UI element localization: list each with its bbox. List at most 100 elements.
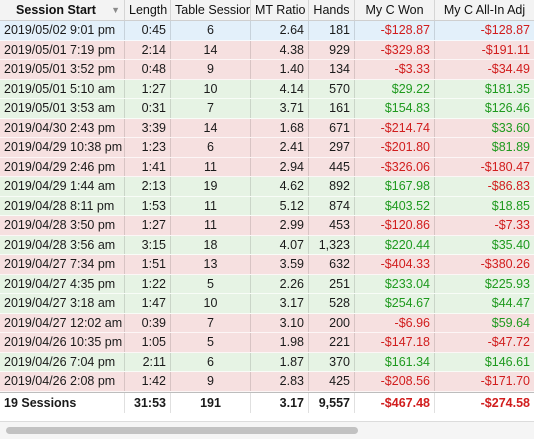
cell-mt-ratio: 2.26 [251, 274, 309, 293]
column-header-table-sessions[interactable]: Table Sessions [171, 0, 251, 20]
cell-my-c-won: $403.52 [355, 196, 435, 215]
table-row[interactable]: 2019/04/30 2:43 pm 3:39 14 1.68 671 -$214.74 $… [0, 118, 534, 138]
cell-length: 2:14 [125, 40, 171, 59]
table-row[interactable]: 2019/04/27 4:35 pm 1:22 5 2.26 251 $233.04 $22… [0, 274, 534, 294]
table-row[interactable]: 2019/04/28 3:56 am 3:15 18 4.07 1,323 $220.44… [0, 235, 534, 255]
cell-table-sessions: 19 [171, 177, 251, 196]
cell-my-c-all-in-adj: -$47.72 [487, 335, 530, 349]
cell-session-start: 2019/04/27 12:02 am [0, 313, 125, 332]
cell-length: 1:42 [125, 372, 171, 391]
cell-session-start: 2019/04/30 2:43 pm [0, 118, 125, 137]
cell-my-c-all-in-adj: $59.64 [491, 315, 530, 330]
totals-length: 31:53 [125, 392, 171, 413]
table-row[interactable]: 2019/05/01 3:53 am 0:31 7 3.71 161 $154.83 $12… [0, 99, 534, 119]
cell-table-sessions: 7 [171, 99, 251, 118]
cell-my-c-all-in-adj: -$128.87 [480, 23, 530, 37]
cell-my-c-won: $167.98 [355, 177, 435, 196]
cell-my-c-won: -$3.33 [355, 60, 435, 79]
cell-mt-ratio: 1.87 [251, 352, 309, 371]
cell-hands: 445 [309, 157, 355, 176]
cell-hands: 161 [309, 99, 355, 118]
sort-descending-icon: ▼ [111, 5, 120, 15]
totals-my-c-won: -$467.48 [355, 392, 435, 413]
cell-my-c-won: $29.22 [355, 79, 435, 98]
table-row[interactable]: 2019/05/02 9:01 pm 0:45 6 2.64 181 -$128.87 -$… [0, 21, 534, 41]
cell-session-start: 2019/04/28 3:56 am [0, 235, 125, 254]
cell-length: 1:22 [125, 274, 171, 293]
table-row[interactable]: 2019/04/27 3:18 am 1:47 10 3.17 528 $254.67 $4… [0, 294, 534, 314]
table-row[interactable]: 2019/04/29 2:46 pm 1:41 11 2.94 445 -$326.06 -… [0, 157, 534, 177]
cell-length: 0:39 [125, 313, 171, 332]
column-header-length[interactable]: Length [125, 0, 171, 20]
table-row[interactable]: 2019/04/26 10:35 pm 1:05 5 1.98 221 -$147.18 -… [0, 333, 534, 353]
cell-session-start: 2019/05/01 3:53 am [0, 99, 125, 118]
horizontal-scrollbar[interactable] [0, 421, 534, 439]
scrollbar-thumb[interactable] [6, 427, 358, 434]
table-row[interactable]: 2019/05/01 7:19 pm 2:14 14 4.38 929 -$329.83 -… [0, 40, 534, 60]
table-row[interactable]: 2019/04/29 10:38 pm 1:23 6 2.41 297 -$201.80 $… [0, 138, 534, 158]
cell-hands: 570 [309, 79, 355, 98]
column-header-my-c-won[interactable]: My C Won [355, 0, 435, 20]
column-header-session-start[interactable]: Session Start ▼ [0, 0, 125, 20]
cell-my-c-all-in-adj: $44.47 [491, 296, 530, 310]
cell-my-c-all-in-adj: $146.61 [484, 354, 530, 369]
cell-table-sessions: 11 [171, 216, 251, 235]
sessions-table: Session Start ▼ Length Table Sessions MT… [0, 0, 534, 413]
cell-mt-ratio: 2.94 [251, 157, 309, 176]
cell-table-sessions: 6 [171, 352, 251, 371]
cell-hands: 134 [309, 60, 355, 79]
totals-table-sessions: 191 [171, 392, 251, 413]
cell-table-sessions: 11 [171, 157, 251, 176]
column-header-my-c-all-in-adj[interactable]: My C All-In Adj [443, 3, 526, 17]
cell-my-c-won: $233.04 [355, 274, 435, 293]
cell-length: 0:48 [125, 60, 171, 79]
cell-my-c-won: $161.34 [355, 352, 435, 371]
cell-hands: 874 [309, 196, 355, 215]
table-row[interactable]: 2019/04/26 7:04 pm 2:11 6 1.87 370 $161.34 $14… [0, 352, 534, 372]
column-header-label: Session Start [16, 3, 96, 17]
cell-mt-ratio: 1.68 [251, 118, 309, 137]
cell-table-sessions: 6 [171, 138, 251, 157]
cell-session-start: 2019/04/29 2:46 pm [0, 157, 125, 176]
cell-length: 1:53 [125, 196, 171, 215]
cell-table-sessions: 5 [171, 333, 251, 352]
table-row[interactable]: 2019/04/29 1:44 am 2:13 19 4.62 892 $167.98 -$… [0, 177, 534, 197]
table-row[interactable]: 2019/04/27 12:02 am 0:39 7 3.10 200 -$6.96 $59… [0, 313, 534, 333]
cell-mt-ratio: 1.98 [251, 333, 309, 352]
totals-hands: 9,557 [309, 392, 355, 413]
cell-hands: 221 [309, 333, 355, 352]
cell-length: 0:45 [125, 21, 171, 40]
totals-my-c-all-in-adj: -$274.58 [480, 395, 530, 410]
cell-table-sessions: 9 [171, 372, 251, 391]
table-row[interactable]: 2019/04/28 8:11 pm 1:53 11 5.12 874 $403.52 $1… [0, 196, 534, 216]
cell-my-c-all-in-adj: -$171.70 [480, 374, 530, 388]
cell-my-c-all-in-adj: -$86.83 [487, 179, 530, 193]
cell-table-sessions: 18 [171, 235, 251, 254]
table-row[interactable]: 2019/04/27 7:34 pm 1:51 13 3.59 632 -$404.33 -… [0, 255, 534, 275]
table-row[interactable]: 2019/04/28 3:50 pm 1:27 11 2.99 453 -$120.86 -… [0, 216, 534, 236]
cell-hands: 528 [309, 294, 355, 313]
cell-mt-ratio: 4.62 [251, 177, 309, 196]
table-row[interactable]: 2019/04/26 2:08 pm 1:42 9 2.83 425 -$208.56 -$… [0, 372, 534, 392]
cell-length: 1:41 [125, 157, 171, 176]
cell-session-start: 2019/04/26 7:04 pm [0, 352, 125, 371]
cell-hands: 453 [309, 216, 355, 235]
cell-session-start: 2019/04/29 10:38 pm [0, 138, 125, 157]
column-header-hands[interactable]: Hands [309, 0, 355, 20]
totals-sessions: 19 Sessions [0, 392, 125, 413]
cell-mt-ratio: 3.59 [251, 255, 309, 274]
cell-session-start: 2019/04/27 3:18 am [0, 294, 125, 313]
cell-hands: 370 [309, 352, 355, 371]
table-body: 2019/05/02 9:01 pm 0:45 6 2.64 181 -$128.87 -$… [0, 21, 534, 392]
cell-mt-ratio: 4.38 [251, 40, 309, 59]
cell-my-c-won: -$208.56 [355, 372, 435, 391]
cell-mt-ratio: 3.10 [251, 313, 309, 332]
cell-my-c-won: -$128.87 [355, 21, 435, 40]
table-row[interactable]: 2019/05/01 3:52 pm 0:48 9 1.40 134 -$3.33 -$34… [0, 60, 534, 80]
table-row[interactable]: 2019/05/01 5:10 am 1:27 10 4.14 570 $29.22 $18… [0, 79, 534, 99]
column-header-mt-ratio[interactable]: MT Ratio [251, 0, 309, 20]
cell-session-start: 2019/05/02 9:01 pm [0, 21, 125, 40]
cell-table-sessions: 6 [171, 21, 251, 40]
cell-hands: 181 [309, 21, 355, 40]
cell-my-c-won: -$120.86 [355, 216, 435, 235]
